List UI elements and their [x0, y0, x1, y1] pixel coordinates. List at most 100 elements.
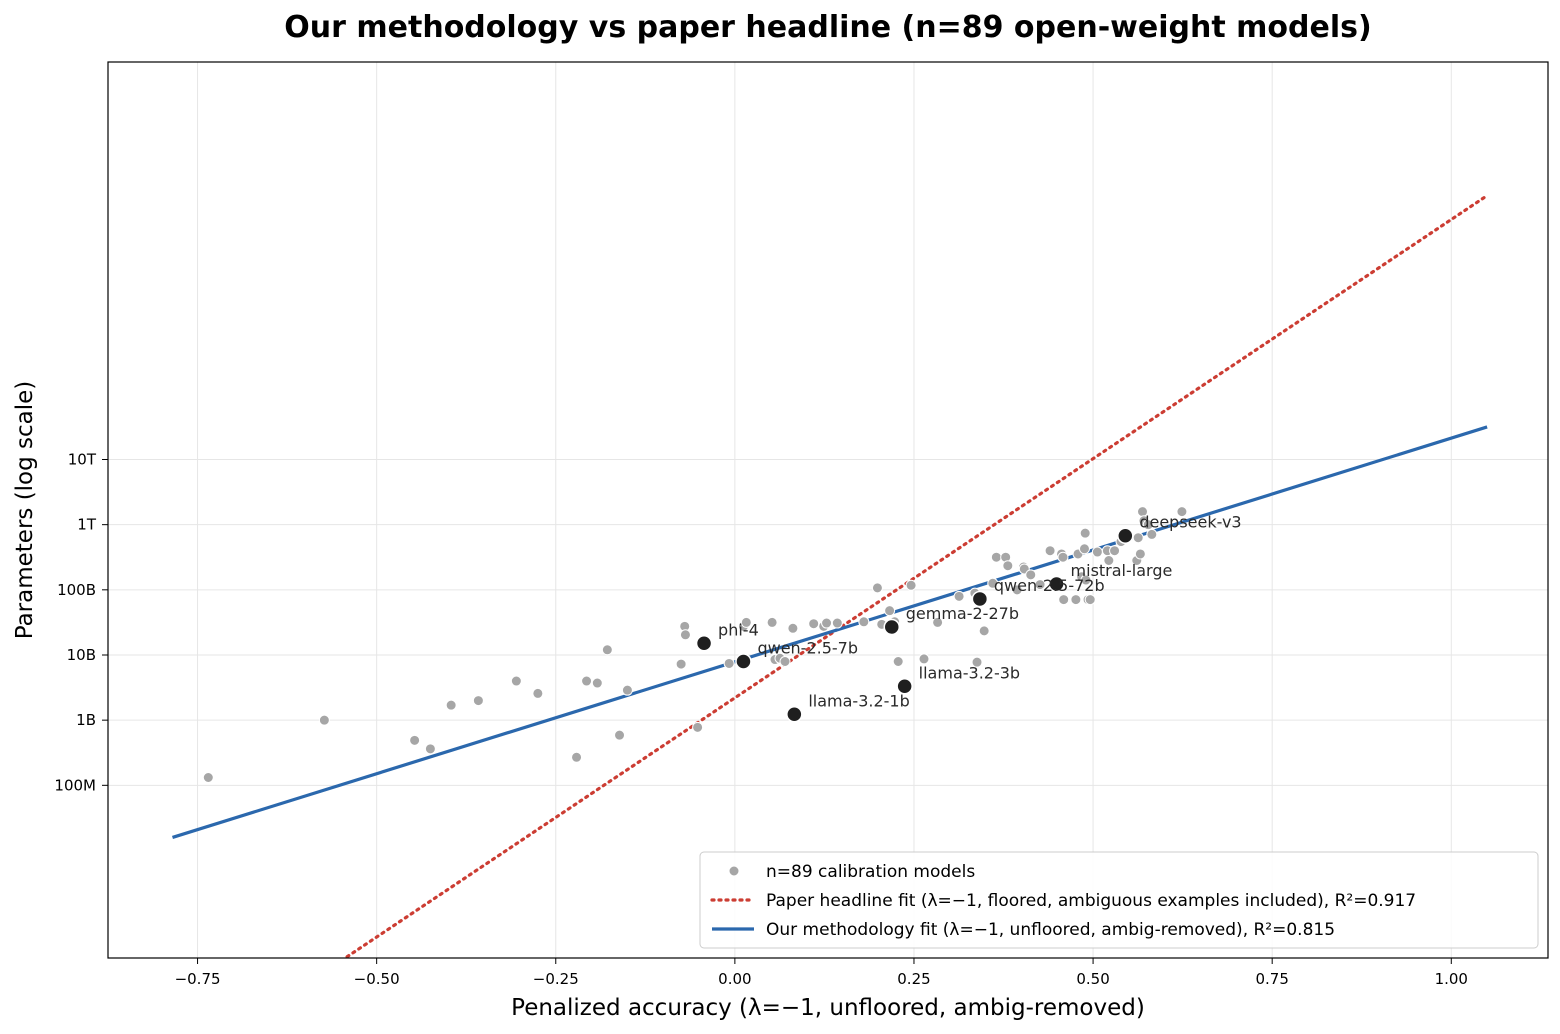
legend-entry-label: n=89 calibration models	[766, 862, 975, 882]
calibration-point	[1002, 560, 1014, 572]
calibration-point	[571, 751, 583, 763]
highlight-point	[1048, 575, 1065, 593]
calibration-point	[779, 656, 791, 668]
highlight-point-label: llama-3.2-1b	[808, 691, 909, 710]
y-tick-label: 10B	[67, 646, 96, 664]
legend: n=89 calibration models Paper headline fi…	[699, 851, 1539, 949]
y-axis-label: Parameters (log scale)	[12, 381, 38, 640]
calibration-point	[1079, 527, 1091, 539]
x-tick-label: −0.25	[533, 970, 579, 988]
calibration-point	[472, 695, 484, 707]
highlight-point-label: phi-4	[718, 620, 759, 639]
calibration-point	[953, 590, 965, 602]
calibration-point	[831, 617, 843, 629]
legend-entry-label: Paper headline fit (λ=−1, floored, ambig…	[766, 891, 1416, 911]
calibration-point	[692, 721, 704, 733]
plot-frame	[107, 61, 1549, 959]
highlight-point	[695, 635, 713, 652]
highlight-point-label: llama-3.2-3b	[919, 663, 1020, 682]
y-tick-label: 100M	[54, 776, 96, 794]
highlight-point	[883, 618, 901, 636]
calibration-point	[1034, 579, 1046, 591]
x-tick-label: 1.00	[1435, 970, 1468, 988]
calibration-point	[1091, 546, 1103, 558]
calibration-point	[1176, 506, 1188, 518]
chart-title: Our methodology vs paper headline (n=89 …	[284, 10, 1371, 45]
calibration-point	[1057, 551, 1069, 563]
x-tick-label: −0.75	[175, 970, 221, 988]
highlight-point-label: gemma-2-27b	[906, 604, 1019, 623]
y-tick-label: 100B	[57, 581, 96, 599]
x-tick-label: 0.75	[1255, 970, 1288, 988]
highlight-point-label: mistral-large	[1071, 561, 1173, 580]
calibration-point	[821, 617, 833, 629]
calibration-point	[1146, 528, 1158, 540]
highlight-point	[735, 653, 752, 670]
highlight-point-label: deepseek-v3	[1139, 513, 1241, 532]
calibration-point	[1078, 543, 1090, 555]
highlight-point	[786, 706, 803, 723]
legend-swatch-dot	[728, 865, 740, 877]
calibration-point	[1103, 555, 1115, 567]
calibration-point	[787, 622, 799, 634]
calibration-point	[1044, 545, 1056, 557]
calibration-point	[1134, 548, 1146, 560]
paper-fit-line	[342, 193, 1489, 958]
calibration-point	[1070, 594, 1082, 606]
calibration-point	[858, 616, 870, 628]
calibration-point	[532, 687, 544, 699]
calibration-point	[892, 656, 904, 668]
calibration-point	[424, 743, 436, 755]
calibration-point	[1025, 569, 1037, 581]
legend-entry-label: Our methodology fit (λ=−1, unfloored, am…	[766, 920, 1335, 940]
calibration-point	[1080, 574, 1092, 586]
calibration-point	[510, 675, 522, 687]
calibration-point	[1132, 532, 1144, 544]
x-axis-label: Penalized accuracy (λ=−1, unfloored, amb…	[511, 995, 1145, 1021]
calibration-point	[591, 677, 603, 689]
calibration-point	[871, 582, 883, 594]
calibration-point	[409, 734, 421, 746]
calibration-point	[971, 656, 983, 668]
x-tick-label: −0.50	[354, 970, 400, 988]
calibration-point	[1142, 519, 1154, 531]
calibration-point	[581, 675, 593, 687]
x-tick-label: 0.00	[718, 970, 751, 988]
highlight-point-label: qwen-2.5-72b	[994, 576, 1105, 595]
calibration-point	[766, 616, 778, 628]
calibration-point	[1058, 594, 1070, 606]
highlight-point	[971, 590, 989, 608]
calibration-point	[987, 577, 999, 589]
y-tick-label: 1T	[77, 516, 97, 534]
x-tick-label: 0.50	[1076, 970, 1109, 988]
calibration-point	[808, 618, 820, 630]
calibration-point	[932, 616, 944, 628]
calibration-point	[601, 644, 613, 656]
calibration-point	[978, 625, 990, 637]
data-points	[202, 506, 1188, 783]
calibration-point	[1084, 594, 1096, 606]
calibration-point	[918, 653, 930, 665]
grid	[108, 62, 1548, 958]
our-fit-line	[172, 425, 1488, 839]
calibration-point	[614, 729, 626, 741]
legend-box	[699, 851, 1539, 949]
calibration-point	[723, 657, 735, 669]
calibration-point	[675, 658, 687, 670]
calibration-point	[202, 771, 214, 783]
axis-ticks: −0.75 −0.50 −0.25 0.00 0.25 0.50 0.75 1.00 100M 1…	[54, 450, 1468, 988]
calibration-point	[884, 605, 896, 617]
y-tick-label: 10T	[68, 450, 97, 468]
fit-lines	[172, 193, 1489, 958]
calibration-point	[445, 699, 457, 711]
highlight-point-label: qwen-2.5-7b	[757, 639, 858, 658]
calibration-point	[990, 551, 1002, 563]
y-tick-label: 1B	[76, 711, 96, 729]
calibration-point	[318, 714, 330, 726]
calibration-point	[1109, 545, 1121, 557]
calibration-point	[905, 579, 917, 591]
calibration-point	[679, 629, 691, 641]
highlight-point	[1117, 527, 1134, 544]
highlight-point	[896, 678, 913, 695]
